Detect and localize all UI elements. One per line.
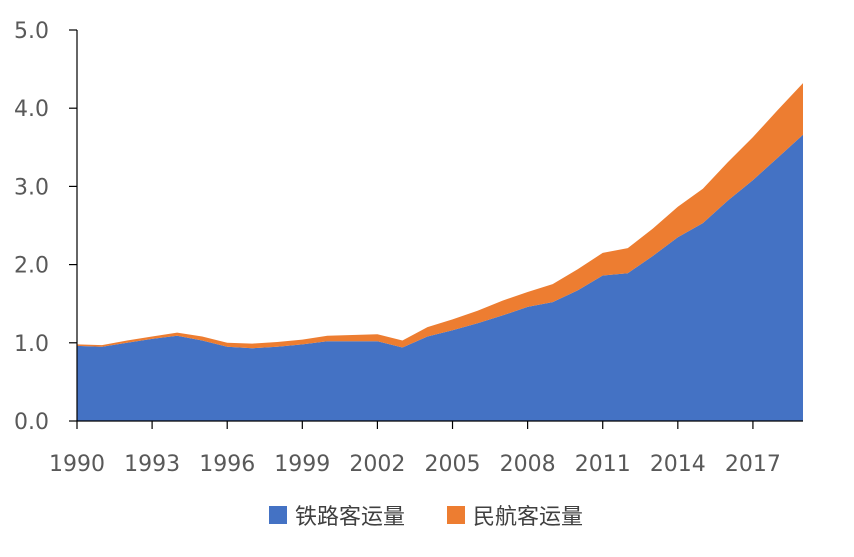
x-tick-label: 2014 bbox=[650, 452, 706, 477]
y-tick-label: 2.0 bbox=[14, 254, 49, 279]
x-tick-label: 2008 bbox=[500, 452, 556, 477]
y-axis-ticks: 0.0 1.0 2.0 3.0 4.0 5.0 bbox=[14, 19, 77, 435]
x-tick-label: 2005 bbox=[425, 452, 481, 477]
x-tick-label: 1996 bbox=[199, 452, 255, 477]
legend: 铁路客运量 民航客运量 bbox=[269, 505, 583, 530]
y-tick-label: 0.0 bbox=[14, 410, 49, 435]
legend-label-0: 铁路客运量 bbox=[295, 505, 405, 530]
x-axis-ticks: 1990 1993 1996 1999 2002 2005 2008 2011 2014 2017 bbox=[49, 421, 781, 477]
x-tick-label: 2011 bbox=[575, 452, 631, 477]
area-series-0 bbox=[77, 134, 803, 422]
x-tick-label: 1990 bbox=[49, 452, 105, 477]
axes-layer bbox=[76, 30, 803, 422]
areas-layer bbox=[77, 83, 803, 422]
x-tick-label: 2017 bbox=[725, 452, 781, 477]
x-tick-label: 1999 bbox=[274, 452, 330, 477]
y-tick-label: 5.0 bbox=[14, 19, 49, 44]
y-tick-label: 4.0 bbox=[14, 97, 49, 122]
legend-swatch-0 bbox=[269, 506, 287, 524]
y-tick-label: 3.0 bbox=[14, 175, 49, 200]
x-tick-label: 1993 bbox=[124, 452, 180, 477]
y-tick-label: 1.0 bbox=[14, 332, 49, 357]
x-tick-label: 2002 bbox=[349, 452, 405, 477]
legend-swatch-1 bbox=[447, 506, 465, 524]
legend-label-1: 民航客运量 bbox=[473, 505, 583, 530]
